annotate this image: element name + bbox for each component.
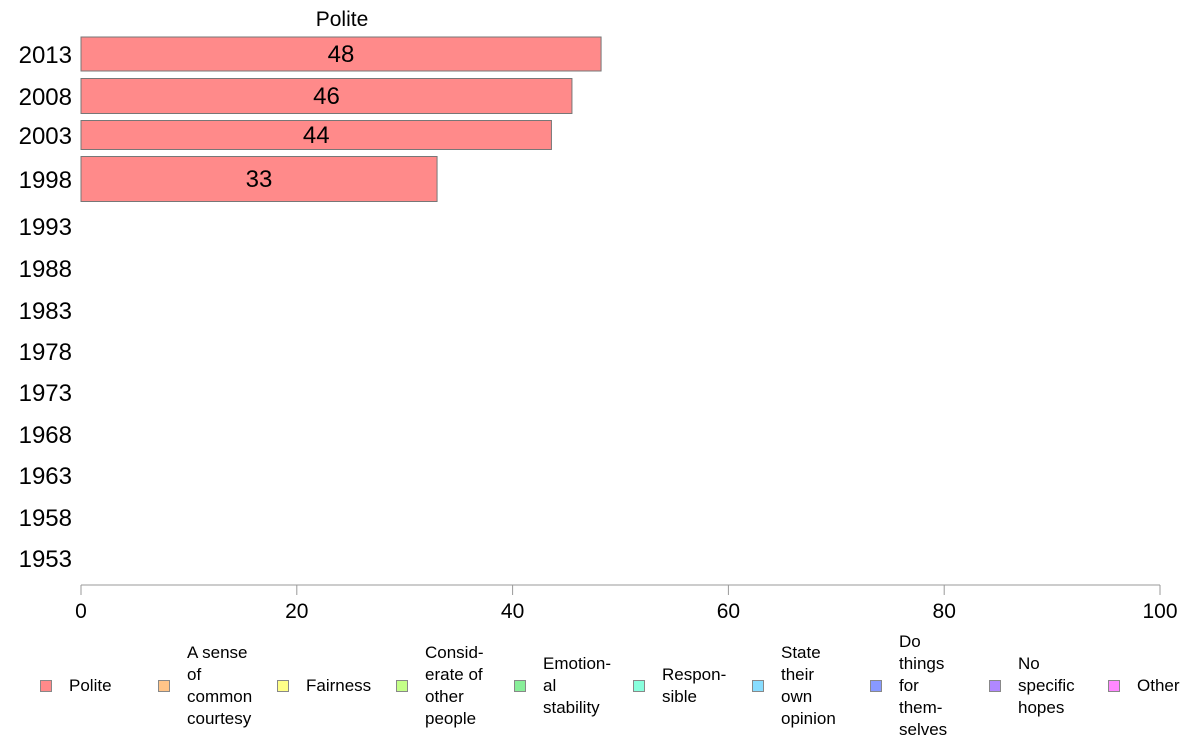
y-tick-label: 1988 <box>19 256 72 283</box>
bar-group: 48 46 44 33 <box>80 36 602 202</box>
legend-swatch <box>1108 680 1120 692</box>
y-tick-label: 2008 <box>19 84 72 111</box>
y-tick-label: 1998 <box>19 167 72 194</box>
y-tick-label: 1993 <box>19 214 72 241</box>
legend-label: Do things for them- selves <box>899 632 948 739</box>
bar-value-label: 44 <box>303 122 330 149</box>
legend-label: Respon- sible <box>662 665 727 706</box>
legend-item-responsible: Respon- sible <box>633 636 726 736</box>
legend: Polite A sense of common courtesy Fairne… <box>0 632 1188 739</box>
bar-chart: Polite 48 46 44 33 2013 2008 2003 1998 1993 1988… <box>19 8 1178 623</box>
y-axis-labels: 2013 2008 2003 1998 1993 1988 1983 1978 1973 1968… <box>19 42 72 573</box>
bar-2003 <box>80 120 552 150</box>
legend-item-common-courtesy: A sense of common courtesy <box>158 636 252 736</box>
legend-label: Polite <box>69 676 112 695</box>
y-tick-label: 1968 <box>19 422 72 449</box>
bar-2013 <box>80 36 602 72</box>
legend-item-state-opinion: State their own opinion <box>752 636 836 736</box>
legend-swatch <box>514 680 526 692</box>
legend-label: Emotion- al stability <box>543 654 612 717</box>
legend-item-other: Other <box>1108 636 1180 736</box>
legend-swatch <box>870 680 882 692</box>
legend-item-do-things: Do things for them- selves <box>870 632 947 739</box>
bar-value-label: 46 <box>313 83 340 110</box>
x-tick-label: 20 <box>285 600 308 623</box>
chart-title: Polite <box>316 8 369 31</box>
bar-value-label: 48 <box>328 41 355 68</box>
legend-swatch <box>40 680 52 692</box>
legend-item-polite: Polite <box>40 636 112 736</box>
legend-label: Fairness <box>306 676 372 695</box>
x-tick-label: 0 <box>75 600 87 623</box>
legend-item-emotional-stability: Emotion- al stability <box>514 636 611 736</box>
bar-2008 <box>80 78 573 114</box>
bar-1998 <box>80 156 438 202</box>
y-tick-label: 1983 <box>19 298 72 325</box>
legend-label: Consid- erate of other people <box>425 643 484 728</box>
y-tick-label: 1973 <box>19 380 72 407</box>
legend-item-no-hopes: No specific hopes <box>989 636 1075 736</box>
y-tick-label: 2013 <box>19 42 72 69</box>
x-axis: 0 20 40 60 80 100 <box>75 584 1178 623</box>
y-tick-label: 1978 <box>19 339 72 366</box>
legend-swatch <box>633 680 645 692</box>
y-tick-label: 1963 <box>19 463 72 490</box>
y-tick-label: 2003 <box>19 123 72 150</box>
y-tick-label: 1953 <box>19 546 72 573</box>
x-tick-label: 80 <box>933 600 956 623</box>
legend-label: A sense of common courtesy <box>187 643 253 728</box>
legend-item-fairness: Fairness <box>277 636 371 736</box>
x-tick-label: 40 <box>501 600 524 623</box>
x-tick-label: 60 <box>717 600 740 623</box>
x-tick-label: 100 <box>1142 600 1177 623</box>
legend-swatch <box>752 680 764 692</box>
legend-label: Other <box>1137 676 1180 695</box>
legend-swatch <box>158 680 170 692</box>
legend-swatch <box>277 680 289 692</box>
legend-swatch <box>989 680 1001 692</box>
bar-value-label: 33 <box>246 166 273 193</box>
legend-swatch <box>396 680 408 692</box>
legend-label: State their own opinion <box>781 643 836 728</box>
y-tick-label: 1958 <box>19 505 72 532</box>
legend-item-considerate: Consid- erate of other people <box>396 636 484 736</box>
legend-label: No specific hopes <box>1018 654 1075 717</box>
